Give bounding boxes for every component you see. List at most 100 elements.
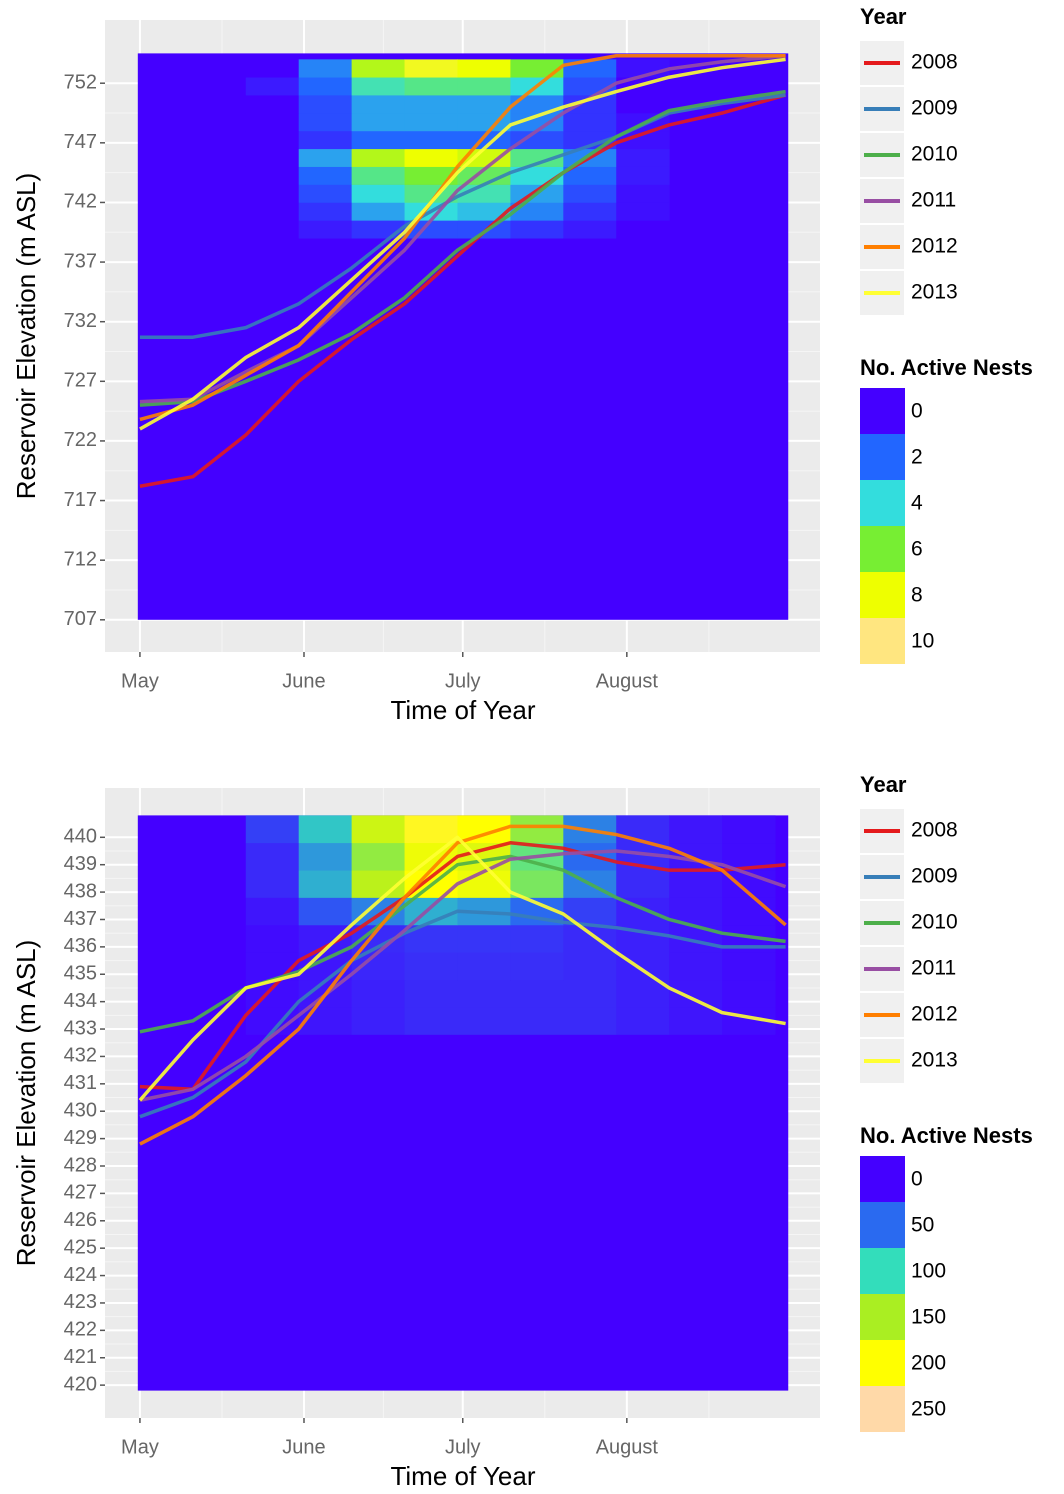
heat-tile bbox=[722, 952, 776, 981]
y-tick-label: 722 bbox=[64, 429, 97, 451]
heat-tile bbox=[351, 220, 406, 239]
heat-tile bbox=[457, 924, 511, 953]
heat-tile bbox=[298, 870, 353, 898]
heat-tile bbox=[351, 815, 406, 844]
y-tick-label: 420 bbox=[64, 1373, 97, 1395]
heat-tile bbox=[351, 979, 406, 1008]
legend-label: 2011 bbox=[911, 957, 956, 980]
heat-tile bbox=[404, 166, 458, 185]
y-tick-label: 424 bbox=[64, 1264, 97, 1286]
colorbar-swatch bbox=[860, 1248, 905, 1294]
panel: May June July August 707 712 717 722 727 732 737 74… bbox=[11, 4, 1033, 725]
y-tick-label: 737 bbox=[64, 250, 97, 272]
x-tick-label: June bbox=[282, 1436, 325, 1458]
colorbar-label: 0 bbox=[911, 1168, 923, 1191]
heat-tile bbox=[616, 95, 670, 114]
legend-label: 2012 bbox=[911, 235, 958, 258]
colorbar-swatch bbox=[860, 434, 905, 480]
heat-tile bbox=[616, 184, 670, 203]
panel: May June July August 420 421 422 423 424 425 426 42… bbox=[11, 772, 1033, 1491]
legend-label: 2010 bbox=[911, 143, 958, 166]
heat-tile bbox=[404, 979, 458, 1008]
legend-label: 2012 bbox=[911, 1003, 958, 1026]
heat-tile bbox=[351, 166, 406, 185]
y-tick-label: 428 bbox=[64, 1154, 97, 1176]
colorbar-swatch bbox=[860, 572, 905, 618]
legend-label: 2008 bbox=[911, 819, 958, 842]
heat-tile bbox=[457, 59, 511, 78]
heat-tile bbox=[404, 59, 458, 78]
y-tick-label: 436 bbox=[64, 935, 97, 957]
heat-tile bbox=[457, 220, 511, 239]
heat-tile bbox=[245, 220, 300, 239]
heat-tile bbox=[457, 95, 511, 114]
heat-tile bbox=[457, 77, 511, 96]
heat-tile bbox=[722, 979, 776, 1008]
series-line bbox=[139, 93, 787, 488]
colorbar-swatch bbox=[860, 1386, 905, 1432]
heat-tile bbox=[351, 202, 406, 221]
heat-tile bbox=[722, 815, 776, 844]
y-tick-label: 707 bbox=[64, 608, 97, 630]
heat-tile bbox=[563, 113, 617, 132]
x-tick-label: May bbox=[121, 1436, 159, 1458]
heat-tile bbox=[510, 1007, 564, 1035]
heat-tile bbox=[351, 1007, 406, 1035]
y-tick-label: 427 bbox=[64, 1182, 97, 1204]
colorbar-label: 250 bbox=[911, 1398, 946, 1421]
colorbar-label: 150 bbox=[911, 1306, 946, 1329]
heat-tile bbox=[510, 95, 564, 114]
y-tick-label: 435 bbox=[64, 963, 97, 985]
y-tick-label: 431 bbox=[64, 1072, 97, 1094]
colorbar-label: 10 bbox=[911, 630, 934, 653]
heat-tile bbox=[563, 202, 617, 221]
heat-tile bbox=[245, 924, 300, 953]
heat-tile bbox=[616, 220, 670, 239]
heat-tile bbox=[404, 77, 458, 96]
y-tick-label: 440 bbox=[64, 826, 97, 848]
heat-tile bbox=[669, 1007, 723, 1035]
heat-tile bbox=[563, 184, 617, 203]
heat-tile bbox=[510, 815, 564, 844]
colorbar-title: No. Active Nests bbox=[860, 1123, 1033, 1148]
series-line bbox=[139, 54, 786, 404]
series-line bbox=[139, 57, 786, 431]
legend-title: Year bbox=[860, 772, 907, 797]
heat-tile bbox=[510, 130, 564, 150]
y-tick-label: 421 bbox=[64, 1346, 97, 1368]
heat-tile bbox=[298, 166, 353, 185]
series-line bbox=[139, 89, 786, 407]
heat-tile bbox=[510, 979, 564, 1008]
heat-tile bbox=[510, 220, 564, 239]
heat-tile bbox=[510, 148, 564, 167]
legend-label: 2009 bbox=[911, 865, 958, 888]
heat-tile bbox=[404, 130, 458, 150]
heat-tile bbox=[351, 113, 406, 132]
heat-tile bbox=[245, 166, 300, 185]
y-tick-label: 732 bbox=[64, 310, 97, 332]
heat-tile bbox=[669, 815, 723, 844]
colorbar-label: 100 bbox=[911, 1260, 946, 1283]
heat-tile bbox=[457, 979, 511, 1008]
y-tick-label: 752 bbox=[64, 71, 97, 93]
colorbar-title: No. Active Nests bbox=[860, 355, 1033, 380]
heat-tile bbox=[298, 220, 353, 239]
x-tick-label: July bbox=[445, 1436, 481, 1458]
heat-tile bbox=[563, 220, 617, 239]
heat-tile bbox=[510, 952, 564, 981]
heat-tile bbox=[616, 202, 670, 221]
heat-tile bbox=[563, 952, 617, 981]
colorbar-swatch bbox=[860, 526, 905, 572]
legend-label: 2008 bbox=[911, 51, 958, 74]
heat-tile bbox=[457, 113, 511, 132]
heat-tile bbox=[351, 77, 406, 96]
y-tick-label: 429 bbox=[64, 1127, 97, 1149]
heat-tile bbox=[510, 870, 564, 898]
y-tick-label: 727 bbox=[64, 370, 97, 392]
heat-tile bbox=[669, 952, 723, 981]
series-line bbox=[139, 93, 786, 339]
series-line bbox=[138, 835, 786, 1102]
heat-tile bbox=[245, 148, 300, 167]
legend-title: Year bbox=[860, 4, 907, 29]
